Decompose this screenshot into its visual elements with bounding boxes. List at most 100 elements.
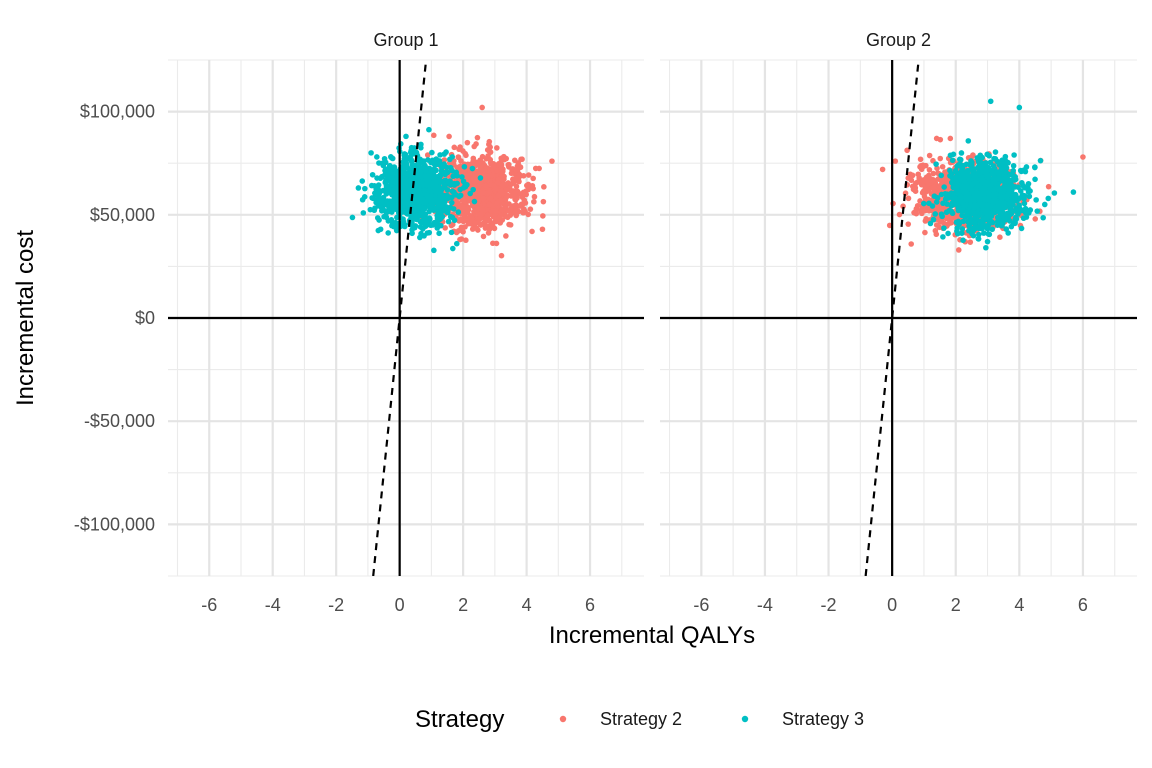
data-point: [469, 165, 476, 172]
data-point: [443, 149, 449, 155]
data-point: [986, 231, 993, 238]
x-tick-label: -2: [821, 595, 837, 615]
data-point: [448, 222, 455, 229]
data-point: [507, 222, 514, 228]
data-point: [916, 175, 922, 181]
data-point: [479, 104, 485, 111]
data-point: [411, 174, 417, 180]
data-point: [484, 173, 491, 179]
data-point: [359, 178, 366, 184]
data-point: [494, 199, 500, 206]
data-point: [963, 202, 969, 208]
y-tick-label: -$100,000: [74, 514, 155, 534]
data-point: [473, 225, 480, 231]
willingness-to-pay-line: [372, 60, 428, 576]
data-point: [371, 207, 378, 214]
data-point: [471, 198, 478, 205]
data-point: [1051, 190, 1058, 196]
data-point: [973, 185, 980, 192]
data-point: [959, 165, 965, 172]
data-point: [453, 240, 460, 247]
data-point: [459, 174, 465, 180]
legend-label: Strategy 2: [600, 709, 682, 729]
data-point: [999, 166, 1006, 172]
data-point: [434, 225, 441, 231]
data-point: [448, 229, 455, 236]
data-point: [960, 188, 966, 194]
data-point: [907, 171, 914, 178]
data-point: [388, 217, 395, 223]
data-point: [965, 172, 971, 179]
data-point: [959, 226, 966, 232]
data-point: [989, 226, 996, 233]
data-point: [486, 189, 493, 195]
data-point: [493, 240, 500, 247]
y-tick-label: $100,000: [80, 102, 155, 122]
data-point: [426, 126, 432, 133]
data-point: [408, 144, 415, 151]
data-point: [1080, 154, 1086, 160]
data-point: [939, 163, 946, 170]
data-point: [932, 211, 939, 217]
data-point: [978, 176, 985, 183]
data-point: [402, 151, 409, 158]
legend-title: Strategy: [415, 706, 504, 733]
data-point: [368, 182, 375, 189]
data-point: [1045, 195, 1052, 202]
data-point: [922, 229, 928, 236]
data-point: [420, 214, 427, 220]
data-point: [503, 233, 509, 239]
data-point: [460, 178, 467, 185]
data-point: [414, 178, 421, 184]
x-axis-title: Incremental QALYs: [549, 622, 755, 649]
data-point: [955, 218, 962, 225]
data-point: [1021, 195, 1027, 202]
data-point: [934, 165, 940, 172]
data-point: [509, 166, 516, 172]
data-point: [933, 135, 940, 142]
willingness-to-pay-line: [864, 60, 920, 576]
data-point: [405, 178, 411, 185]
data-point: [956, 156, 963, 163]
data-point: [384, 201, 390, 207]
data-point: [359, 196, 366, 203]
data-point: [449, 199, 455, 206]
data-point: [1033, 197, 1039, 203]
data-point: [433, 179, 440, 185]
data-point: [450, 206, 457, 212]
data-point: [451, 182, 458, 188]
data-point: [463, 237, 469, 244]
data-point: [918, 207, 924, 214]
data-point: [406, 193, 413, 199]
data-point: [444, 187, 451, 193]
data-point: [457, 192, 464, 199]
y-tick-label: $50,000: [90, 205, 155, 225]
data-point: [471, 178, 478, 185]
data-point: [498, 164, 505, 171]
data-point: [1018, 168, 1025, 175]
data-point: [1070, 189, 1077, 195]
data-point: [378, 204, 384, 210]
x-tick-label: -6: [693, 595, 709, 615]
data-point: [976, 196, 982, 202]
data-point: [998, 198, 1005, 205]
data-point: [437, 152, 443, 158]
data-point: [937, 155, 944, 162]
data-point: [896, 211, 903, 218]
data-point: [529, 182, 536, 189]
data-point: [1010, 167, 1017, 174]
data-point: [485, 230, 492, 236]
data-point: [423, 222, 430, 228]
data-point: [504, 192, 511, 199]
data-point: [955, 190, 962, 197]
data-point: [990, 176, 997, 182]
data-point: [1018, 225, 1025, 232]
data-point: [918, 181, 925, 188]
legend-key: [559, 715, 567, 723]
data-point: [514, 166, 521, 173]
data-point: [439, 213, 446, 220]
data-point: [959, 183, 966, 190]
data-point: [981, 230, 987, 236]
data-point: [920, 200, 927, 207]
data-point: [400, 219, 407, 225]
